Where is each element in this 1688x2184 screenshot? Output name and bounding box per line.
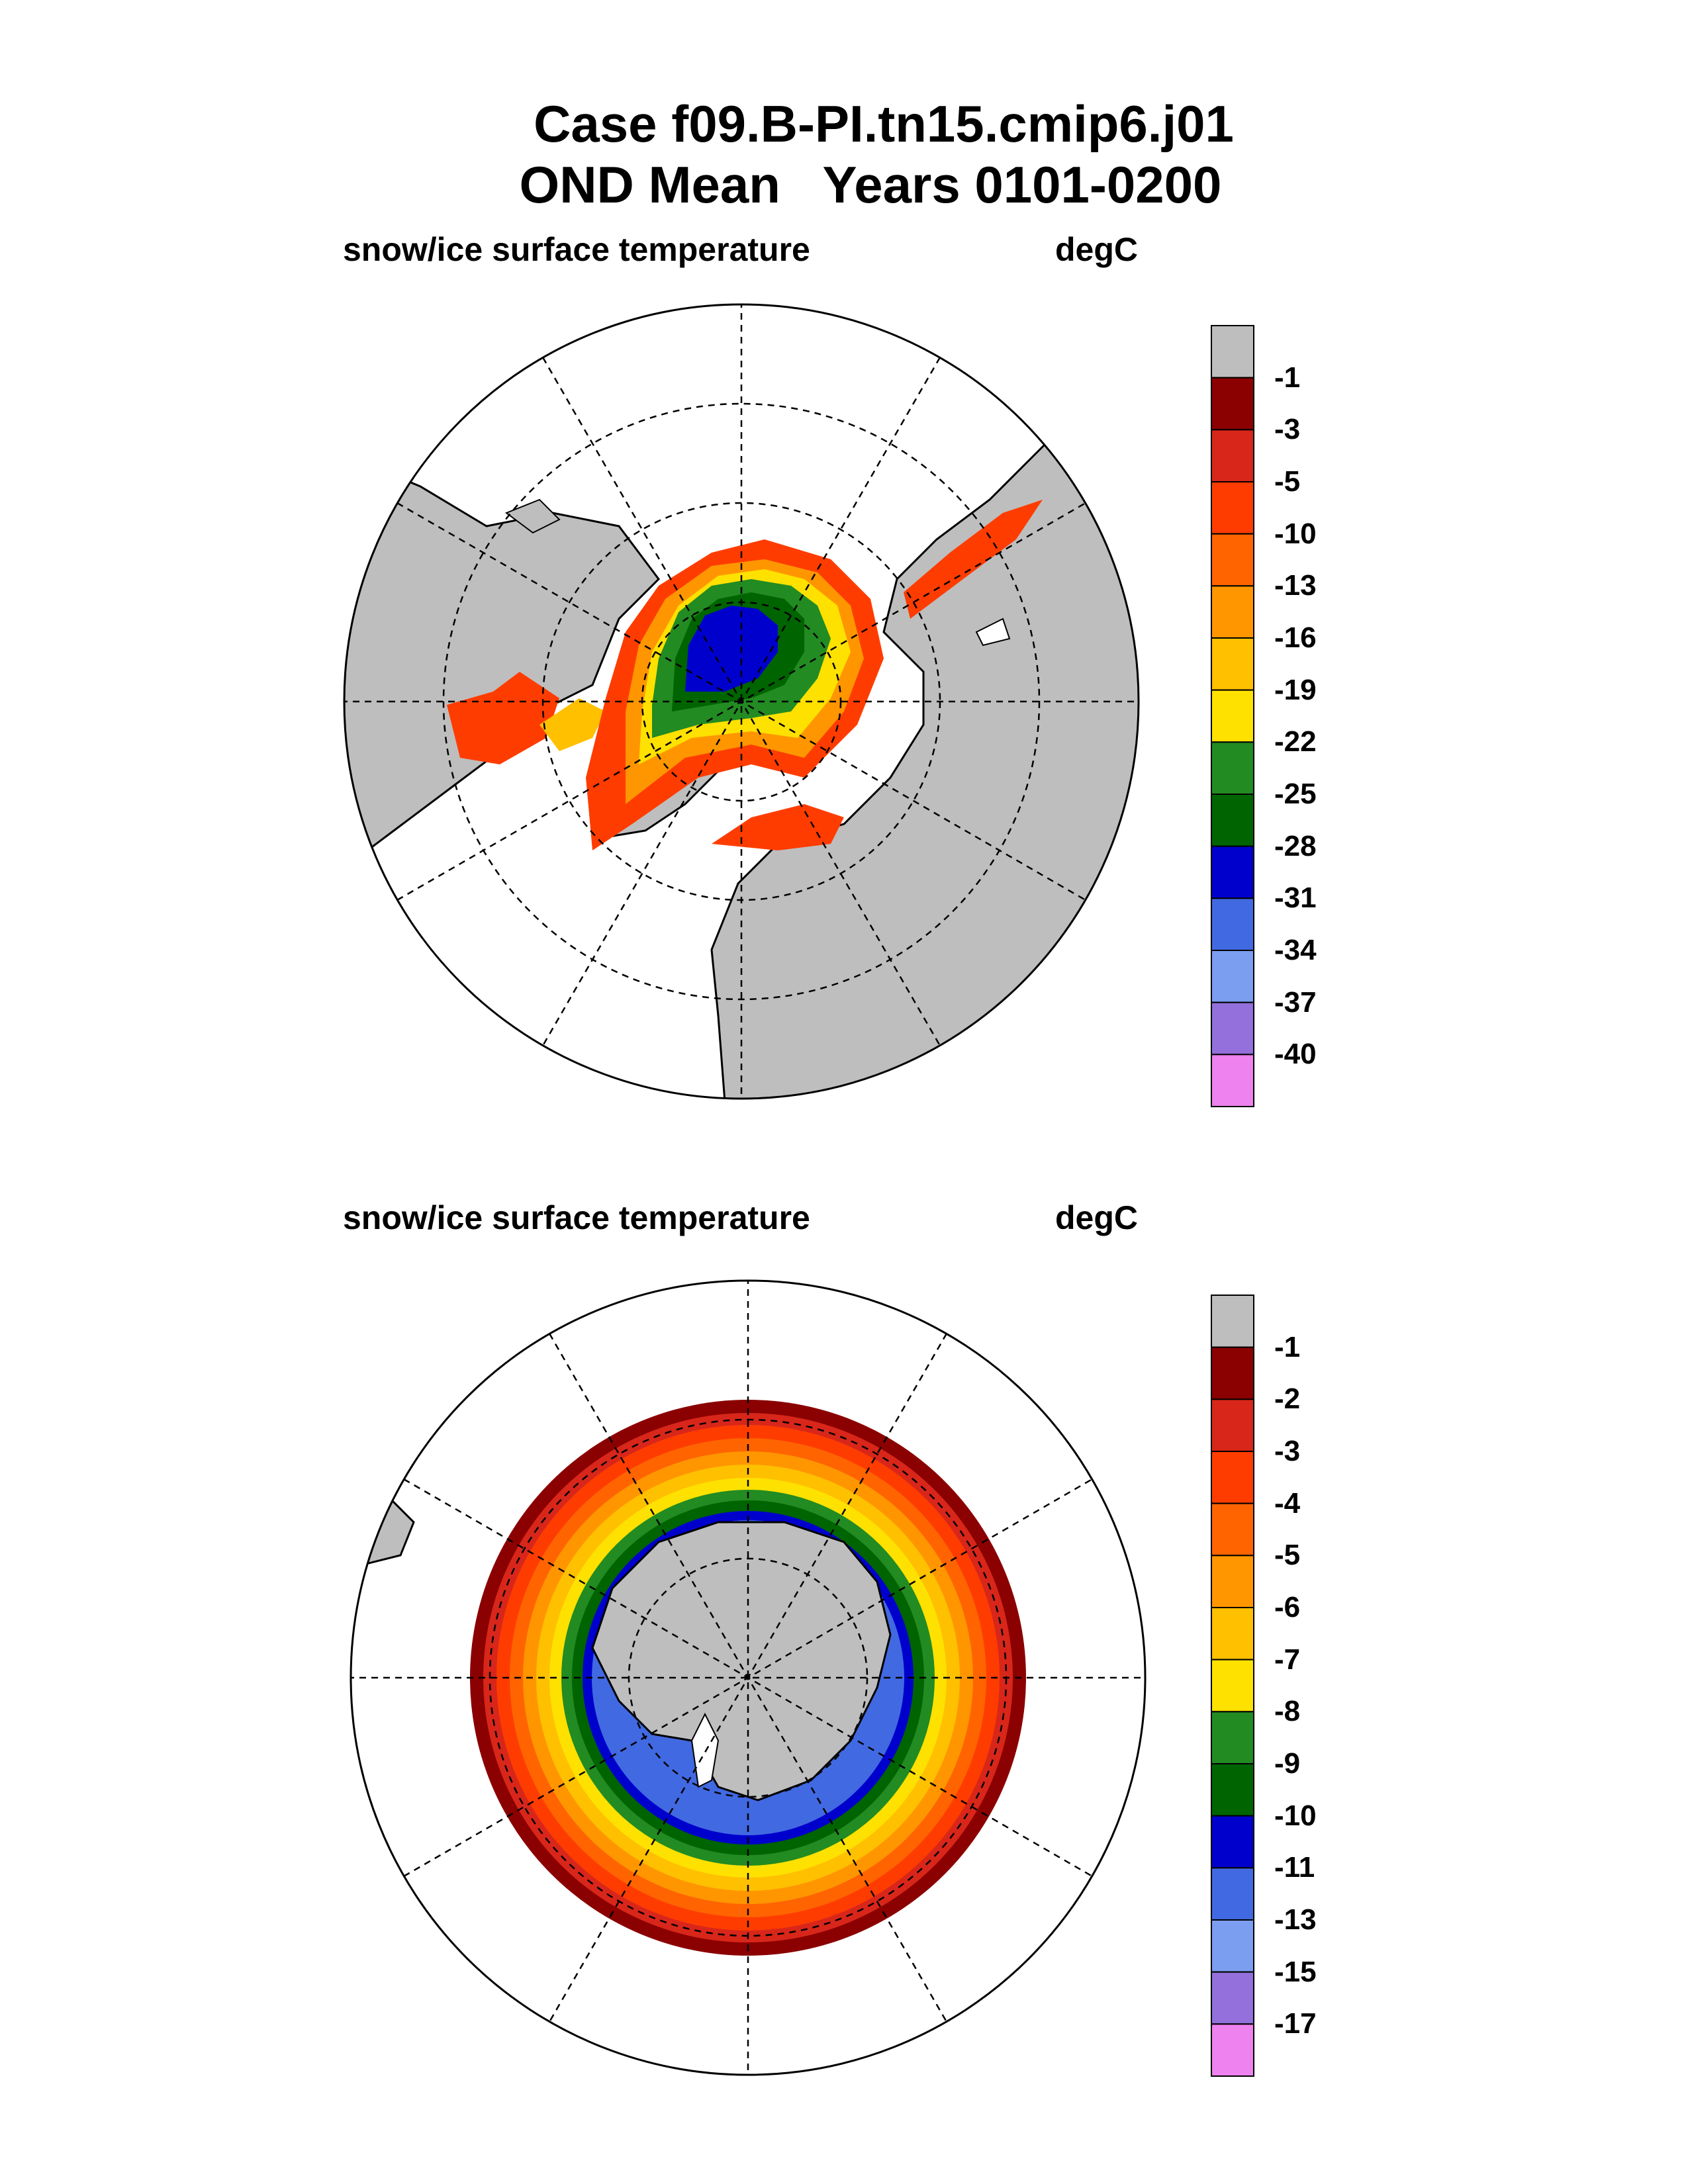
colorbar-level-label: -5 xyxy=(1274,465,1301,498)
colorbar-swatch xyxy=(1211,1659,1254,1713)
colorbar-swatch xyxy=(1211,794,1254,847)
colorbar-level-label: -28 xyxy=(1274,829,1317,862)
colorbar-level-label: -3 xyxy=(1274,413,1301,446)
north-polar-map xyxy=(343,303,1140,1100)
colorbar-swatch xyxy=(1211,1555,1254,1609)
north-colorbar xyxy=(1211,325,1254,1108)
colorbar-level-label: -22 xyxy=(1274,725,1317,758)
south-variable-label: snow/ice surface temperature xyxy=(343,1199,810,1236)
colorbar-level-label: -4 xyxy=(1274,1486,1301,1520)
colorbar-swatch xyxy=(1211,1451,1254,1504)
baffin-ice xyxy=(539,698,606,751)
colorbar-swatch xyxy=(1211,637,1254,691)
colorbar-swatch xyxy=(1211,1346,1254,1400)
colorbar-swatch xyxy=(1211,2023,1254,2077)
inland-lake xyxy=(975,617,1011,647)
colorbar-level-label: -15 xyxy=(1274,1955,1317,1988)
colorbar-level-label: -10 xyxy=(1274,1799,1317,1832)
colorbar-level-label: -11 xyxy=(1274,1851,1315,1884)
colorbar-level-label: -2 xyxy=(1274,1383,1301,1416)
colorbar-swatch xyxy=(1211,1295,1254,1348)
south-colorbar xyxy=(1211,1295,1254,2077)
colorbar-swatch xyxy=(1211,1001,1254,1056)
colorbar-swatch xyxy=(1211,897,1254,951)
colorbar-level-label: -5 xyxy=(1274,1539,1301,1572)
colorbar-swatch xyxy=(1211,1971,1254,2025)
colorbar-swatch xyxy=(1211,741,1254,795)
colorbar-swatch xyxy=(1211,1607,1254,1661)
colorbar-swatch xyxy=(1211,481,1254,535)
colorbar-level-label: -17 xyxy=(1274,2007,1317,2040)
antarctica-land xyxy=(591,1521,892,1801)
colorbar-swatch xyxy=(1211,950,1254,1003)
colorbar-swatch xyxy=(1211,377,1254,431)
arctic-island xyxy=(504,498,561,534)
peninsula-shelf xyxy=(690,1712,720,1788)
colorbar-level-label: -13 xyxy=(1274,569,1317,602)
colorbar-level-label: -40 xyxy=(1274,1038,1317,1071)
barents-ice xyxy=(712,804,844,850)
colorbar-swatch xyxy=(1211,585,1254,639)
colorbar-level-label: -31 xyxy=(1274,882,1317,915)
colorbar-swatch xyxy=(1211,1815,1254,1869)
colorbar-level-label: -34 xyxy=(1274,934,1317,966)
colorbar-swatch xyxy=(1211,689,1254,743)
colorbar-swatch xyxy=(1211,1867,1254,1921)
north-units-label: degC xyxy=(1055,231,1138,268)
colorbar-swatch xyxy=(1211,845,1254,899)
arctic-ice-core xyxy=(685,606,778,692)
colorbar-level-label: -9 xyxy=(1274,1747,1301,1780)
figure-title-case: Case f09.B-PI.tn15.cmip6.j01 xyxy=(534,95,1234,153)
colorbar-swatch xyxy=(1211,429,1254,482)
colorbar-level-label: -3 xyxy=(1274,1435,1301,1467)
colorbar-level-label: -13 xyxy=(1274,1903,1317,1936)
colorbar-level-label: -16 xyxy=(1274,621,1317,654)
south-polar-map xyxy=(350,1279,1147,2076)
colorbar-swatch xyxy=(1211,533,1254,587)
north-map-border xyxy=(343,303,1140,1100)
colorbar-level-label: -10 xyxy=(1274,517,1317,550)
colorbar-level-label: -7 xyxy=(1274,1643,1301,1676)
colorbar-swatch xyxy=(1211,1711,1254,1764)
colorbar-level-label: -37 xyxy=(1274,985,1317,1019)
colorbar-swatch xyxy=(1211,1919,1254,1973)
colorbar-swatch xyxy=(1211,1502,1254,1557)
colorbar-level-label: -6 xyxy=(1274,1591,1301,1623)
north-variable-label: snow/ice surface temperature xyxy=(343,231,810,268)
hudson-bay-ice xyxy=(447,672,559,764)
south-units-label: degC xyxy=(1055,1199,1138,1236)
colorbar-level-label: -1 xyxy=(1274,361,1301,394)
siberian-coastal-ice xyxy=(904,500,1043,619)
colorbar-level-label: -25 xyxy=(1274,778,1317,810)
north-america-land xyxy=(344,451,660,872)
colorbar-swatch xyxy=(1211,1398,1254,1452)
colorbar-level-label: -19 xyxy=(1274,673,1317,706)
colorbar-swatch xyxy=(1211,1763,1254,1817)
colorbar-swatch xyxy=(1211,1054,1254,1108)
south-map-border xyxy=(350,1279,1147,2076)
colorbar-swatch xyxy=(1211,325,1254,379)
colorbar-level-label: -8 xyxy=(1274,1695,1301,1728)
colorbar-level-label: -1 xyxy=(1274,1330,1301,1363)
figure-title-period: OND Mean Years 0101-0200 xyxy=(519,156,1222,214)
